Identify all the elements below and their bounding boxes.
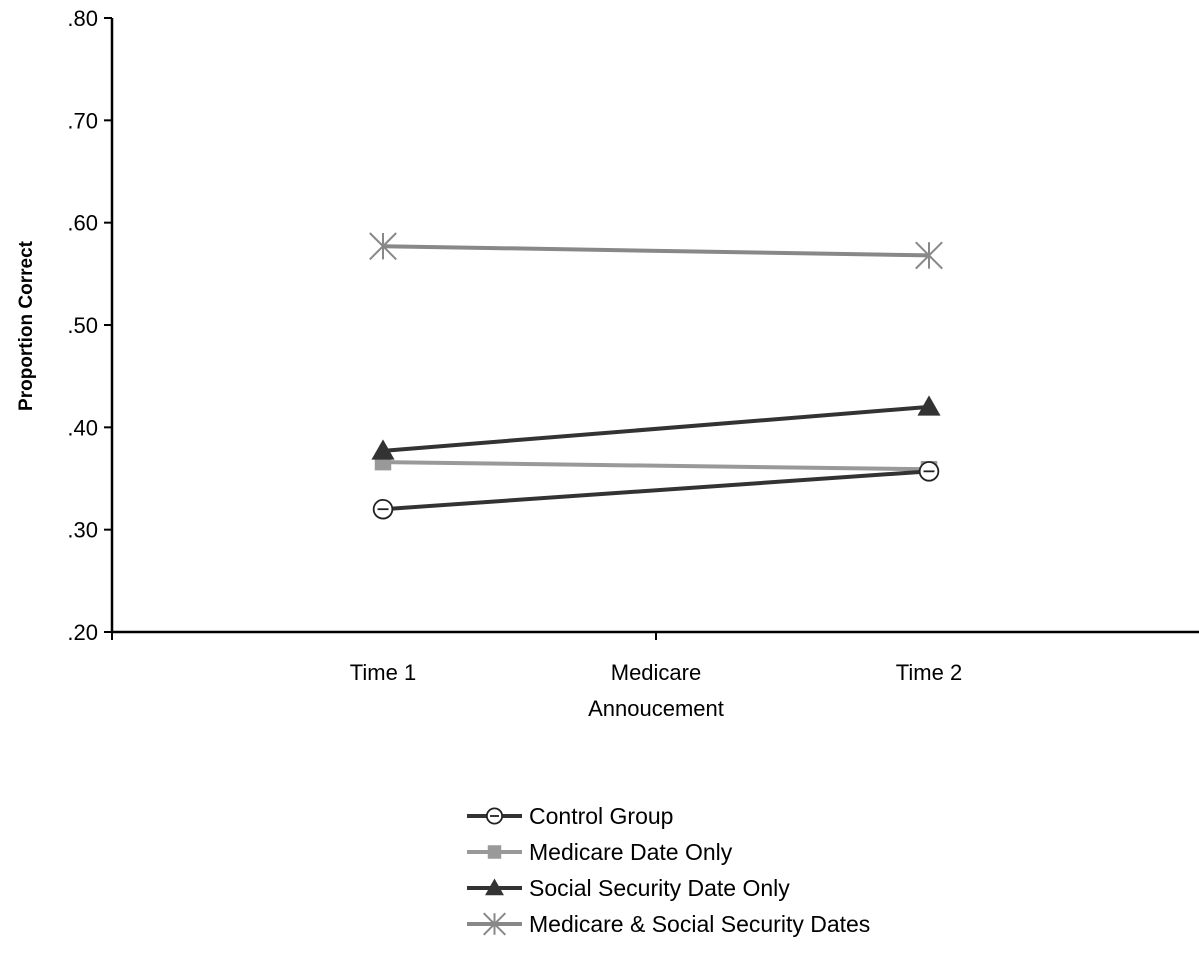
series-line	[382, 244, 930, 258]
x-axis-labels: Time 1 Medicare Annoucement Time 2	[350, 660, 962, 721]
axes	[110, 18, 1199, 640]
y-tick-label: .50	[67, 313, 98, 338]
series-control-group	[372, 461, 940, 520]
series-medicare-social-security-dates	[369, 232, 943, 270]
data-point-marker	[487, 845, 502, 859]
y-tick-label: .60	[67, 211, 98, 236]
y-tick-label: .30	[67, 518, 98, 543]
series-line	[382, 469, 930, 512]
series-social-security-date-only	[371, 395, 941, 460]
series-line	[382, 460, 930, 472]
data-point-marker-stroke	[482, 912, 507, 936]
legend-item: Medicare & Social Security Dates	[467, 911, 870, 937]
x-category-label: Annoucement	[588, 696, 724, 721]
data-point-marker	[485, 878, 504, 896]
y-tick-label: .40	[67, 415, 98, 440]
legend-item: Social Security Date Only	[467, 875, 790, 901]
data-point-marker	[371, 439, 395, 460]
legend: Control Group Medicare Date Only Social Se…	[467, 803, 870, 937]
data-point-marker-stroke	[915, 241, 943, 270]
legend-label: Control Group	[529, 803, 673, 829]
legend-label: Medicare Date Only	[529, 839, 733, 865]
legend-label: Medicare & Social Security Dates	[529, 911, 870, 937]
x-category-label: Medicare	[611, 660, 701, 685]
series-medicare-date-only	[374, 453, 938, 478]
y-axis-title: Proportion Correct	[16, 240, 37, 411]
y-tick-label: .70	[67, 108, 98, 133]
data-point-marker	[917, 395, 941, 416]
series-layer	[369, 232, 943, 520]
y-axis-ticks: .80 .70 .60 .50 .40 .30 .20	[67, 6, 112, 645]
legend-item: Control Group	[467, 803, 673, 829]
legend-item: Medicare Date Only	[467, 839, 733, 865]
series-line	[382, 404, 930, 453]
data-point-marker-stroke	[369, 232, 397, 261]
y-tick-label: .80	[67, 6, 98, 31]
y-tick-label: .20	[67, 620, 98, 645]
legend-label: Social Security Date Only	[529, 875, 790, 901]
x-category-label: Time 2	[896, 660, 962, 685]
x-category-label: Time 1	[350, 660, 416, 685]
